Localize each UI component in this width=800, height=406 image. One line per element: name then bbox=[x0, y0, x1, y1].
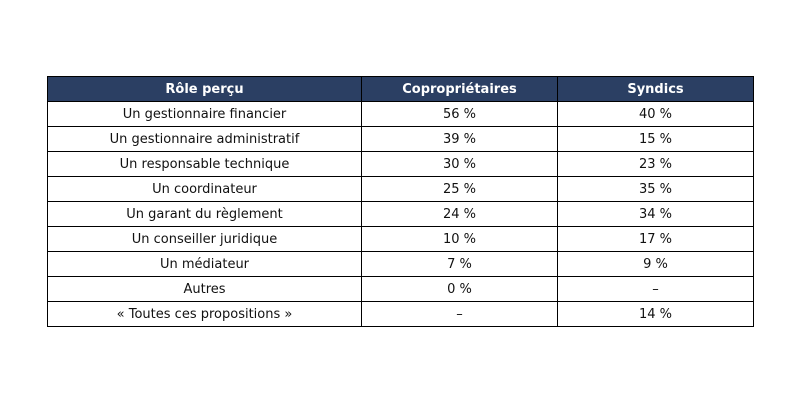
table-row: Un garant du règlement 24 % 34 % bbox=[47, 201, 754, 227]
syndics-cell: 15 % bbox=[557, 126, 754, 152]
coproprietaires-cell: 7 % bbox=[361, 251, 558, 277]
coproprietaires-cell: 39 % bbox=[361, 126, 558, 152]
role-table-container: Rôle perçu Copropriétaires Syndics Un ge… bbox=[47, 76, 754, 327]
syndics-cell: 14 % bbox=[557, 301, 754, 327]
role-cell: Un gestionnaire administratif bbox=[47, 126, 362, 152]
role-cell: Un conseiller juridique bbox=[47, 226, 362, 252]
syndics-cell: 40 % bbox=[557, 101, 754, 127]
syndics-cell: – bbox=[557, 276, 754, 302]
syndics-cell: 17 % bbox=[557, 226, 754, 252]
coproprietaires-cell: 30 % bbox=[361, 151, 558, 177]
table-row: Un conseiller juridique 10 % 17 % bbox=[47, 226, 754, 252]
coproprietaires-cell: 0 % bbox=[361, 276, 558, 302]
syndics-cell: 9 % bbox=[557, 251, 754, 277]
coproprietaires-cell: 24 % bbox=[361, 201, 558, 227]
role-cell: Un gestionnaire financier bbox=[47, 101, 362, 127]
syndics-cell: 35 % bbox=[557, 176, 754, 202]
role-cell: Un médiateur bbox=[47, 251, 362, 277]
table-row: « Toutes ces propositions » – 14 % bbox=[47, 301, 754, 327]
role-cell: Un garant du règlement bbox=[47, 201, 362, 227]
role-cell: Autres bbox=[47, 276, 362, 302]
table-header-row: Rôle perçu Copropriétaires Syndics bbox=[47, 76, 754, 102]
column-header-role: Rôle perçu bbox=[47, 76, 362, 102]
role-table: Rôle perçu Copropriétaires Syndics Un ge… bbox=[47, 76, 754, 327]
table-row: Un responsable technique 30 % 23 % bbox=[47, 151, 754, 177]
coproprietaires-cell: – bbox=[361, 301, 558, 327]
role-cell: « Toutes ces propositions » bbox=[47, 301, 362, 327]
table-row: Un gestionnaire administratif 39 % 15 % bbox=[47, 126, 754, 152]
syndics-cell: 34 % bbox=[557, 201, 754, 227]
column-header-syndics: Syndics bbox=[557, 76, 754, 102]
syndics-cell: 23 % bbox=[557, 151, 754, 177]
table-row: Un coordinateur 25 % 35 % bbox=[47, 176, 754, 202]
table-row: Un médiateur 7 % 9 % bbox=[47, 251, 754, 277]
coproprietaires-cell: 25 % bbox=[361, 176, 558, 202]
coproprietaires-cell: 10 % bbox=[361, 226, 558, 252]
role-cell: Un responsable technique bbox=[47, 151, 362, 177]
role-cell: Un coordinateur bbox=[47, 176, 362, 202]
column-header-coproprietaires: Copropriétaires bbox=[361, 76, 558, 102]
coproprietaires-cell: 56 % bbox=[361, 101, 558, 127]
table-row: Un gestionnaire financier 56 % 40 % bbox=[47, 101, 754, 127]
table-row: Autres 0 % – bbox=[47, 276, 754, 302]
